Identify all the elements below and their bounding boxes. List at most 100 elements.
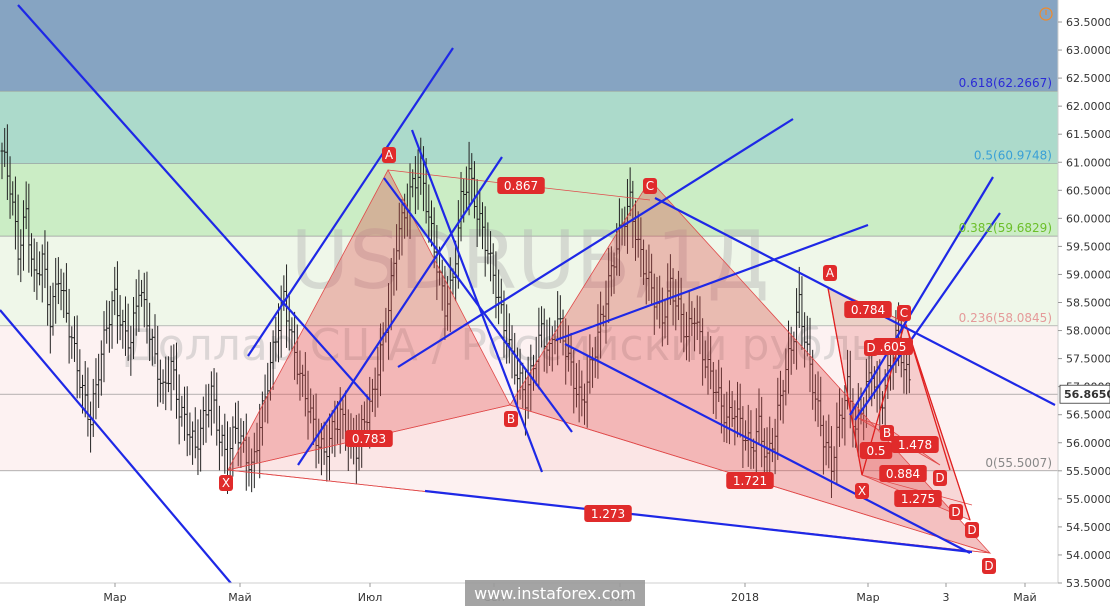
price-tick-label: 57.5000	[1066, 353, 1110, 366]
ratio-label-text: 1.478	[898, 438, 932, 452]
trend-line	[383, 177, 573, 433]
ratio-label: 1.478	[891, 436, 939, 453]
pattern-point-text: D	[984, 559, 993, 573]
ratio-label-box	[584, 505, 632, 522]
pattern-point-box	[949, 504, 963, 520]
price-axis-bg	[1058, 0, 1110, 608]
pattern-point: D	[864, 340, 878, 356]
pattern-point-text: B	[507, 412, 515, 426]
harmonic-leg	[904, 321, 971, 521]
price-tick-label: 55.0000	[1066, 493, 1110, 506]
settings-icon[interactable]	[1039, 7, 1053, 21]
pattern-point-text: A	[826, 266, 835, 280]
price-tick-label: 54.0000	[1066, 549, 1110, 562]
ratio-label: 0.783	[345, 430, 393, 447]
fib-band	[0, 163, 1058, 237]
time-tick-label: 2018	[731, 591, 759, 604]
price-tick-label: 55.5000	[1066, 465, 1110, 478]
ratio-label-text: 0.5	[866, 444, 885, 458]
ratio-label-text: 1.273	[591, 507, 625, 521]
trend-line	[849, 176, 994, 416]
pattern-point-box	[823, 265, 837, 281]
price-tick-label: 58.0000	[1066, 325, 1110, 338]
fib-level-label: 0.618(62.2667)	[959, 76, 1052, 90]
ratio-label-text: 0.884	[886, 467, 920, 481]
pattern-point-text: D	[951, 505, 960, 519]
pattern-point-text: D	[935, 471, 944, 485]
ratio-label: 0.5	[859, 442, 893, 459]
pattern-point: C	[643, 178, 657, 194]
ratio-label-text: 1.275	[901, 492, 935, 506]
pattern-point: B	[880, 425, 894, 441]
ratio-label-text: 0.783	[352, 432, 386, 446]
ratio-label-box	[859, 442, 893, 459]
ratio-label: 1.721	[726, 472, 774, 489]
pattern-point-box	[982, 558, 996, 574]
ratio-label-text: 0.867	[504, 179, 538, 193]
footer-url: www.instaforex.com	[474, 584, 636, 603]
last-price-badge: 56.8650	[1059, 384, 1110, 404]
pattern-point: B	[504, 411, 518, 427]
ratio-label: 1.273	[584, 505, 632, 522]
pattern-point: D	[933, 470, 947, 486]
pattern-point: A	[382, 147, 396, 163]
ratio-label-box	[726, 472, 774, 489]
ratio-label: 0.867	[497, 177, 545, 194]
time-tick-label: Мар	[856, 591, 879, 604]
ratio-label-box	[879, 465, 927, 482]
trend-line	[564, 343, 971, 554]
price-tick-label: 56.0000	[1066, 437, 1110, 450]
pattern-point: D	[965, 522, 979, 538]
pattern-point-box	[933, 470, 947, 486]
pattern-point-text: B	[883, 426, 891, 440]
price-tick-label: 61.0000	[1066, 156, 1110, 169]
trend-line	[397, 118, 794, 368]
ratio-label-box	[497, 177, 545, 194]
ratio-labels: 0.867 0.783 1.721 1.273 0.784 .605 0.5 1.478 0.8…	[345, 177, 942, 522]
trend-line	[424, 489, 973, 554]
fib-labels: 0.618(62.2667) 0.5(60.9748) 0.382(59.6829)…	[959, 76, 1052, 470]
time-tick-label: Май	[1013, 591, 1036, 604]
fib-level-label: 0.382(59.6829)	[959, 221, 1052, 235]
pattern-point: A	[823, 265, 837, 281]
trend-line	[17, 4, 371, 401]
price-tick-label: 59.5000	[1066, 240, 1110, 253]
pattern-point-box	[643, 178, 657, 194]
fib-band	[0, 91, 1058, 164]
trend-line	[555, 223, 869, 342]
pattern-point-text: X	[858, 484, 866, 498]
trend-line	[854, 212, 1001, 421]
ratio-label-box	[891, 436, 939, 453]
price-tick-label: 56.5000	[1066, 409, 1110, 422]
price-tick-label: 60.0000	[1066, 212, 1110, 225]
ratio-label-text: 1.721	[733, 474, 767, 488]
pattern-point-text: A	[385, 148, 394, 162]
fib-level-label: 0(55.5007)	[985, 456, 1052, 470]
price-tick-label: 62.5000	[1066, 72, 1110, 85]
pattern-point-box	[219, 475, 233, 491]
ratio-label-box	[894, 490, 942, 507]
pattern-point-text: C	[646, 179, 654, 193]
fib-level-label: 0.236(58.0845)	[959, 311, 1052, 325]
price-tick-label: 59.0000	[1066, 268, 1110, 281]
pattern-point-box	[965, 522, 979, 538]
price-tick-label: 63.5000	[1066, 16, 1110, 29]
trend-line	[410, 129, 544, 473]
time-tick-label: 3	[943, 591, 950, 604]
price-tick-label: 53.5000	[1066, 577, 1110, 590]
time-tick-label: Май	[228, 591, 251, 604]
pattern-point: D	[982, 558, 996, 574]
harmonic-leg	[827, 287, 863, 476]
time-tick-label: Мар	[103, 591, 126, 604]
price-tick-label: 60.5000	[1066, 184, 1110, 197]
ratio-label-text: 0.784	[851, 303, 885, 317]
price-tick-label: 61.5000	[1066, 128, 1110, 141]
time-tick-label: Июл	[358, 591, 383, 604]
footer-banner: www.instaforex.com	[465, 580, 645, 606]
pattern-point-box	[855, 483, 869, 499]
fib-level-label: 0.5(60.9748)	[974, 149, 1052, 163]
last-price-box	[1059, 384, 1110, 404]
